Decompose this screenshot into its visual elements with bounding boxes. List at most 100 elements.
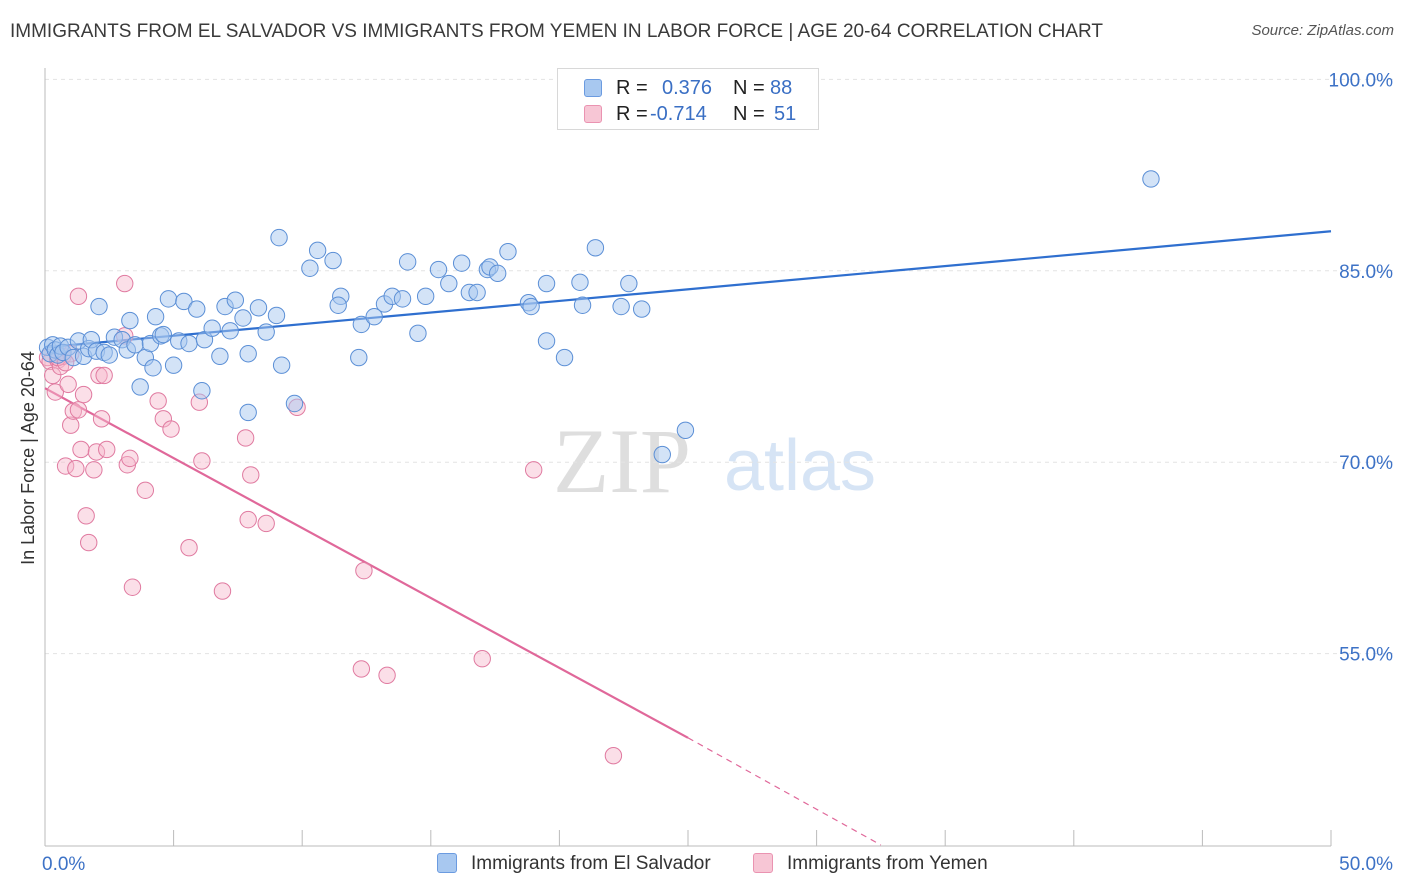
data-point-yemen: [149, 392, 167, 410]
data-point-el-salvador: [409, 324, 427, 343]
data-point-el-salvador: [416, 287, 435, 306]
data-point-el-salvador: [203, 319, 221, 337]
data-point-el-salvador: [211, 347, 229, 365]
data-point-el-salvador: [308, 241, 327, 260]
data-point-el-salvador: [272, 356, 291, 374]
data-point-el-salvador: [257, 323, 275, 341]
data-point-el-salvador: [146, 308, 165, 326]
data-point-el-salvador: [393, 290, 412, 308]
watermark-atlas: atlas: [724, 426, 876, 506]
data-point-el-salvador: [1142, 170, 1160, 188]
y-axis-label: In Labor Force | Age 20-64: [18, 351, 38, 565]
legend-label-el-salvador: Immigrants from El Salvador: [471, 853, 711, 874]
data-point-el-salvador: [100, 346, 119, 364]
data-point-yemen: [116, 274, 134, 293]
data-point-el-salvador: [440, 274, 458, 293]
data-point-el-salvador: [90, 297, 108, 316]
data-point-el-salvador: [329, 296, 347, 314]
data-point-yemen: [123, 578, 142, 596]
legend-r-label: R =: [616, 77, 648, 99]
x-tick-label: 0.0%: [42, 854, 85, 875]
data-point-yemen: [56, 457, 75, 475]
data-point-el-salvador: [429, 260, 448, 279]
data-point-el-salvador: [537, 332, 556, 350]
x-tick-labels: 0.0% 50.0%: [42, 854, 1393, 875]
data-point-el-salvador: [468, 283, 486, 302]
data-point-yemen: [98, 440, 116, 459]
legend-swatch-el-salvador: [584, 79, 602, 97]
source-label: Source: ZipAtlas.com: [1251, 22, 1394, 39]
data-point-yemen: [378, 666, 396, 684]
data-point-yemen: [46, 383, 64, 401]
data-point-el-salvador: [537, 274, 556, 293]
data-point-el-salvador: [301, 259, 319, 277]
legend-row-el-salvador: R = 0.376 N = 88: [558, 75, 820, 101]
data-point-el-salvador: [121, 311, 139, 330]
data-point-el-salvador: [154, 325, 173, 344]
data-point-el-salvador: [239, 345, 257, 363]
data-point-el-salvador: [586, 239, 605, 257]
x-tick-label: 50.0%: [1339, 854, 1393, 875]
data-point-yemen: [80, 533, 98, 552]
trend-line-yemen-extension: [687, 737, 882, 846]
data-point-yemen: [473, 650, 491, 668]
data-point-yemen: [74, 385, 93, 404]
y-tick-label: 70.0%: [1339, 453, 1393, 474]
axes: [44, 68, 1332, 847]
data-point-yemen: [59, 375, 77, 394]
legend-swatch-yemen: [753, 853, 773, 873]
legend-row-yemen: R = -0.714 N = 51: [558, 101, 820, 127]
legend-n-value: 51: [774, 103, 797, 125]
data-point-yemen: [604, 746, 623, 765]
legend-swatch-el-salvador: [437, 853, 457, 873]
correlation-legend: R = 0.376 N = 88 R = -0.714 N = 51: [557, 68, 819, 130]
data-point-el-salvador: [398, 253, 417, 271]
data-point-el-salvador: [221, 322, 239, 340]
data-point-el-salvador: [633, 300, 651, 318]
watermark-zip: ZIP: [553, 410, 691, 512]
data-point-el-salvador: [180, 334, 198, 353]
data-point-el-salvador: [522, 297, 540, 316]
data-point-el-salvador: [620, 274, 638, 293]
data-point-el-salvador: [249, 299, 268, 317]
data-point-yemen: [524, 461, 543, 479]
legend-r-value: 0.376: [662, 77, 713, 99]
grid-lines: [45, 78, 1395, 655]
data-point-yemen: [355, 561, 373, 580]
data-point-el-salvador: [131, 378, 149, 396]
data-point-el-salvador: [352, 315, 371, 334]
data-point-el-salvador: [159, 290, 178, 308]
data-point-el-salvador: [488, 264, 507, 283]
data-point-el-salvador: [144, 359, 162, 377]
data-point-yemen: [72, 440, 90, 459]
data-point-el-salvador: [164, 356, 183, 374]
legend-n-label: N =: [733, 77, 765, 99]
data-point-el-salvador: [234, 309, 252, 327]
data-point-yemen: [87, 443, 106, 461]
legend-n-label: N =: [733, 103, 765, 125]
y-tick-label: 55.0%: [1339, 645, 1393, 666]
data-point-el-salvador: [239, 403, 257, 422]
data-point-el-salvador: [193, 382, 211, 400]
data-point-yemen: [162, 420, 180, 438]
data-point-el-salvador: [270, 228, 288, 247]
data-point-el-salvador: [285, 394, 304, 413]
data-point-yemen: [90, 366, 108, 385]
data-point-yemen: [352, 660, 371, 678]
chart-title: IMMIGRANTS FROM EL SALVADOR VS IMMIGRANT…: [10, 21, 1104, 42]
legend-label-yemen: Immigrants from Yemen: [787, 853, 988, 874]
data-point-yemen: [92, 410, 111, 428]
data-point-el-salvador: [676, 421, 695, 439]
data-point-el-salvador: [350, 348, 368, 367]
data-point-yemen: [85, 461, 103, 479]
data-point-yemen: [193, 452, 211, 470]
data-point-el-salvador: [365, 308, 383, 326]
data-point-el-salvador: [226, 291, 245, 309]
legend-r-value: -0.714: [650, 103, 707, 125]
data-point-yemen: [77, 507, 95, 525]
data-point-yemen: [69, 401, 88, 419]
data-point-el-salvador: [175, 292, 193, 311]
data-point-el-salvador: [571, 273, 589, 291]
data-point-yemen: [95, 366, 113, 385]
